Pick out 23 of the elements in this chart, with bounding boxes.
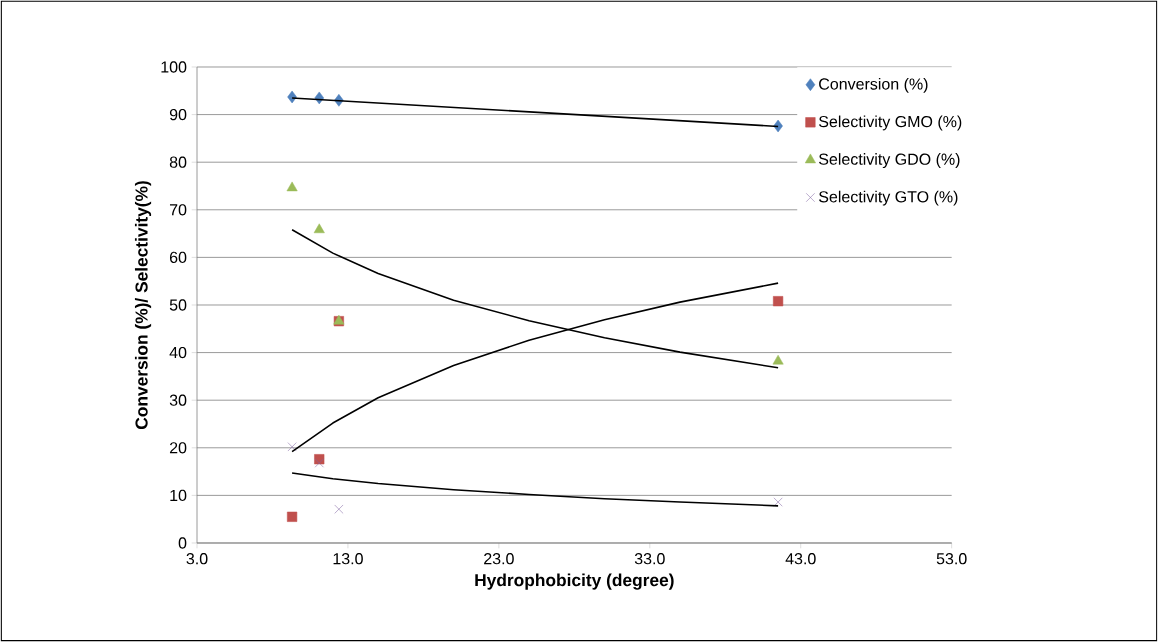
y-tick-label: 70 xyxy=(169,204,187,216)
y-tick-label: 40 xyxy=(169,346,187,359)
y-tick-label: 20 xyxy=(169,442,187,454)
y-tick-label: 100 xyxy=(161,61,187,73)
x-tick-label: 33.0 xyxy=(634,553,665,565)
legend-label: Selectivity GTO (%) xyxy=(819,190,958,206)
legend-label: Conversion (%) xyxy=(819,77,928,93)
y-tick-label: 80 xyxy=(169,156,187,168)
x-tick-label: 53.0 xyxy=(936,553,967,565)
x-axis-title: Hydrophobicity (degree) xyxy=(475,573,674,590)
y-tick-label: 50 xyxy=(169,299,187,311)
legend-label: Selectivity GDO (%) xyxy=(819,153,960,169)
y-tick-label: 90 xyxy=(169,108,187,121)
y-tick-label: 60 xyxy=(169,251,187,264)
y-tick-label: 10 xyxy=(170,489,187,502)
x-tick-label: 23.0 xyxy=(484,553,514,565)
y-tick-label: 30 xyxy=(169,394,187,406)
x-tick-label: 13.0 xyxy=(333,553,363,565)
x-tick-label: 43.0 xyxy=(785,553,816,565)
y-axis-title: Conversion (%)/ Selectivity(%) xyxy=(134,181,152,430)
legend-label: Selectivity GMO (%) xyxy=(819,115,962,131)
x-tick-label: 3.0 xyxy=(186,553,208,565)
y-tick-label: 0 xyxy=(178,537,187,549)
